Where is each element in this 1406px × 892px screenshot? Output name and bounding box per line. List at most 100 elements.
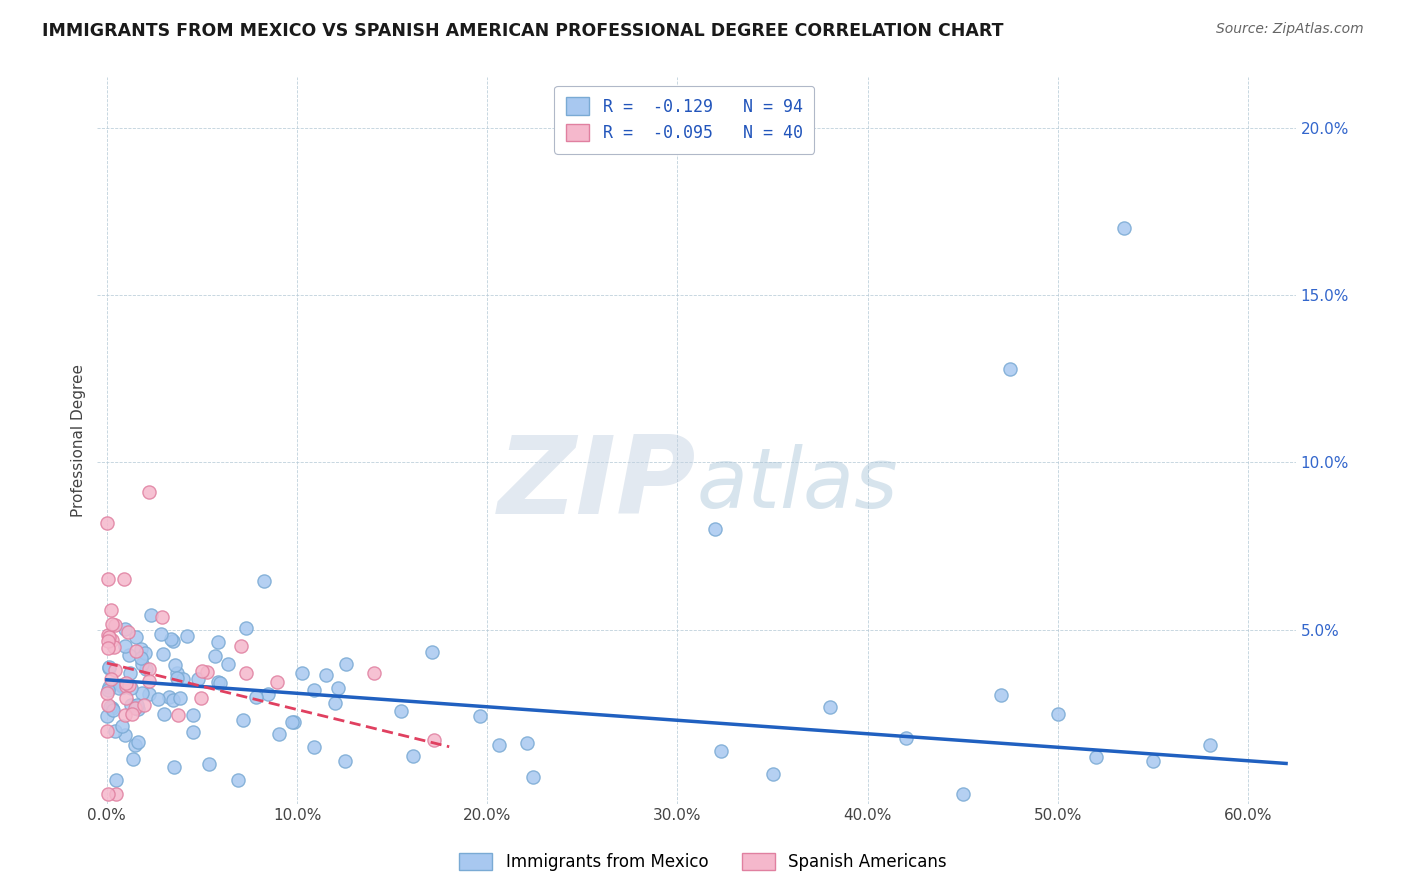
Point: [167, 708, 190, 723]
Point: [162, 693, 184, 707]
Point: [952, 787, 974, 801]
Point: [217, 657, 239, 672]
Point: [105, 772, 128, 787]
Point: [98, 699, 121, 714]
Point: [704, 522, 727, 536]
Point: [97, 634, 120, 648]
Point: [402, 748, 425, 763]
Point: [124, 738, 146, 752]
Point: [131, 686, 153, 700]
Point: [96, 516, 118, 530]
Point: [226, 772, 249, 787]
Point: [127, 735, 149, 749]
Text: Source: ZipAtlas.com: Source: ZipAtlas.com: [1216, 22, 1364, 37]
Point: [122, 752, 145, 766]
Point: [141, 608, 163, 623]
Point: [257, 687, 280, 701]
Point: [124, 700, 146, 714]
Point: [280, 715, 302, 730]
Point: [96, 686, 118, 700]
Point: [195, 665, 218, 680]
Point: [97, 573, 120, 587]
Point: [98, 661, 121, 675]
Point: [235, 666, 257, 681]
Point: [134, 646, 156, 660]
Point: [172, 672, 194, 686]
Point: [207, 675, 229, 690]
Point: [894, 731, 917, 745]
Text: atlas: atlas: [696, 443, 898, 524]
Point: [389, 704, 412, 718]
Point: [204, 648, 226, 663]
Legend: Immigrants from Mexico, Spanish Americans: Immigrants from Mexico, Spanish American…: [451, 845, 955, 880]
Point: [101, 617, 124, 632]
Point: [1084, 750, 1107, 764]
Point: [100, 632, 122, 647]
Y-axis label: Professional Degree: Professional Degree: [72, 364, 86, 517]
Point: [97, 698, 120, 712]
Point: [245, 690, 267, 704]
Point: [114, 708, 136, 723]
Point: [326, 681, 349, 696]
Point: [333, 754, 356, 768]
Point: [138, 674, 160, 689]
Point: [110, 678, 132, 692]
Point: [253, 574, 276, 589]
Point: [183, 724, 205, 739]
Point: [166, 671, 188, 685]
Point: [98, 660, 121, 674]
Point: [163, 658, 186, 673]
Point: [1199, 738, 1222, 752]
Point: [138, 662, 160, 676]
Point: [209, 676, 232, 690]
Point: [235, 621, 257, 635]
Point: [111, 718, 134, 732]
Point: [115, 691, 138, 706]
Point: [100, 603, 122, 617]
Point: [363, 666, 385, 681]
Point: [1114, 221, 1136, 235]
Point: [818, 700, 841, 714]
Point: [105, 787, 128, 801]
Point: [114, 573, 136, 587]
Point: [191, 664, 214, 678]
Point: [115, 679, 138, 693]
Point: [990, 688, 1012, 702]
Point: [100, 673, 122, 687]
Point: [98, 681, 121, 695]
Point: [127, 698, 149, 713]
Point: [181, 708, 204, 723]
Point: [117, 624, 139, 639]
Point: [96, 683, 118, 698]
Point: [121, 706, 143, 721]
Point: [166, 666, 188, 681]
Point: [118, 648, 141, 663]
Point: [146, 691, 169, 706]
Point: [103, 640, 125, 654]
Point: [103, 703, 125, 717]
Point: [114, 676, 136, 690]
Point: [129, 651, 152, 665]
Point: [138, 687, 160, 701]
Point: [114, 640, 136, 654]
Point: [335, 657, 357, 671]
Point: [125, 644, 148, 658]
Point: [315, 667, 337, 681]
Text: ZIP: ZIP: [498, 431, 696, 537]
Point: [423, 733, 446, 747]
Point: [198, 756, 221, 771]
Point: [283, 714, 305, 729]
Point: [152, 707, 174, 722]
Point: [160, 632, 183, 646]
Point: [302, 683, 325, 698]
Point: [150, 627, 173, 641]
Point: [302, 740, 325, 755]
Point: [132, 698, 155, 712]
Point: [1000, 361, 1022, 376]
Point: [231, 639, 253, 653]
Point: [157, 690, 180, 704]
Point: [129, 642, 152, 657]
Point: [516, 736, 538, 750]
Point: [114, 622, 136, 636]
Point: [190, 690, 212, 705]
